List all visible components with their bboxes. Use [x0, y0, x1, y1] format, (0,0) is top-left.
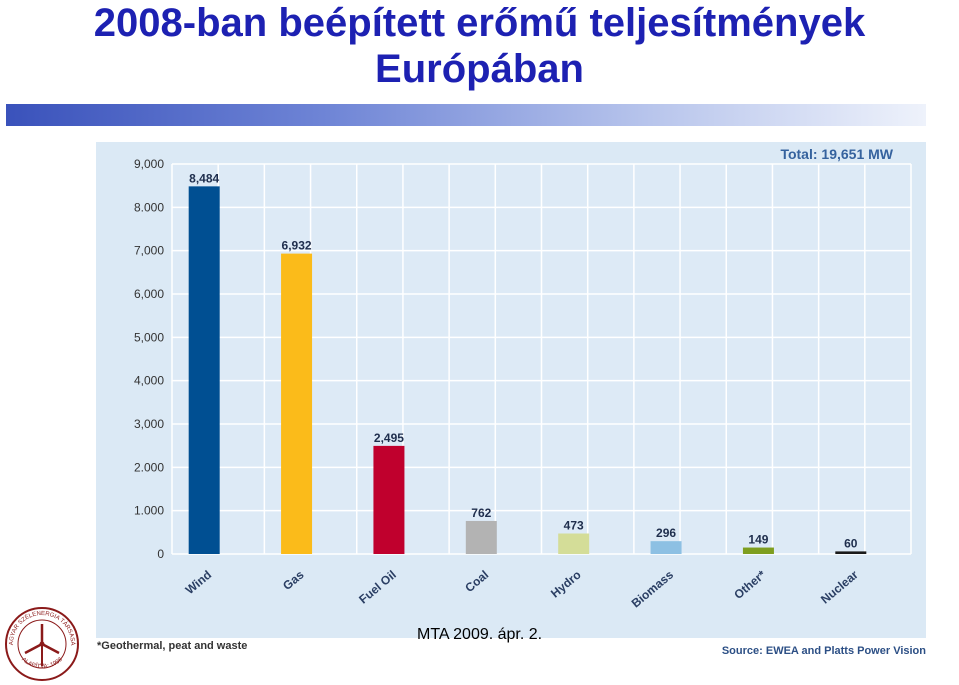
- x-category-label: Gas: [280, 567, 307, 593]
- bar-coal: [465, 520, 497, 554]
- wind-turbine-icon: [24, 624, 60, 666]
- y-tick-label: 2.000: [134, 460, 164, 474]
- bar-nuclear: [835, 551, 867, 554]
- bar-value-label: 2,495: [374, 431, 404, 445]
- slide-title-line-2: Európában: [375, 47, 584, 91]
- x-category-label: Coal: [462, 568, 491, 595]
- bar-chart: 0 1.000 2.000 3,000 4,000 5,000 6,000 7,000 8.00…: [134, 146, 912, 610]
- bar-hydro: [558, 533, 590, 554]
- bar-value-label: 60: [844, 536, 858, 550]
- bar-layer: [188, 186, 867, 555]
- bar-other: [742, 547, 774, 554]
- y-tick-label: 1.000: [134, 504, 164, 518]
- x-category-label: Hydro: [548, 568, 584, 601]
- bar-value-label: 296: [656, 526, 676, 540]
- y-tick-label: 8.000: [134, 200, 164, 214]
- title-gradient-bar: [6, 104, 926, 126]
- bar-value-label: 473: [564, 519, 584, 533]
- slide-title: 2008-ban beépített erőmű teljesítmények …: [0, 0, 959, 92]
- slide-title-line-1: 2008-ban beépített erőmű teljesítmények: [93, 1, 866, 45]
- bar-value-label: 6,932: [282, 239, 312, 253]
- bar-gas: [281, 253, 313, 554]
- y-tick-label: 3,000: [134, 417, 164, 431]
- y-tick-label: 7,000: [134, 244, 164, 258]
- y-tick-label: 4,000: [134, 374, 164, 388]
- bar-wind: [188, 186, 220, 555]
- y-tick-label: 0: [157, 547, 164, 561]
- bar-value-label: 8,484: [189, 171, 219, 185]
- bar-biomass: [650, 541, 682, 554]
- y-tick-label: 6,000: [134, 287, 164, 301]
- bar-value-label: 149: [748, 533, 768, 547]
- x-category-label: Other*: [731, 567, 768, 602]
- x-category-label: Fuel Oil: [356, 568, 399, 607]
- bar-fueloil: [373, 445, 405, 554]
- chart-footnote: *Geothermal, peat and waste: [97, 640, 248, 652]
- y-tick-label: 9,000: [134, 157, 164, 171]
- chart-panel: 0 1.000 2.000 3,000 4,000 5,000 6,000 7,000 8.00…: [96, 142, 926, 638]
- x-category-label: Wind: [183, 568, 214, 598]
- slide-footer-date: MTA 2009. ápr. 2.: [417, 626, 543, 643]
- y-tick-label: 5,000: [134, 330, 164, 344]
- chart-total-label: Total: 19,651 MW: [780, 146, 893, 162]
- chart-source: Source: EWEA and Platts Power Vision: [721, 645, 926, 657]
- x-category-label: Nuclear: [818, 567, 861, 606]
- x-category-label: Biomass: [629, 567, 677, 610]
- bar-value-label: 762: [471, 506, 491, 520]
- society-logo: MAGYAR SZÉLENERGIA TÁRSASÁG ALAPÍTVA: 19…: [4, 606, 79, 681]
